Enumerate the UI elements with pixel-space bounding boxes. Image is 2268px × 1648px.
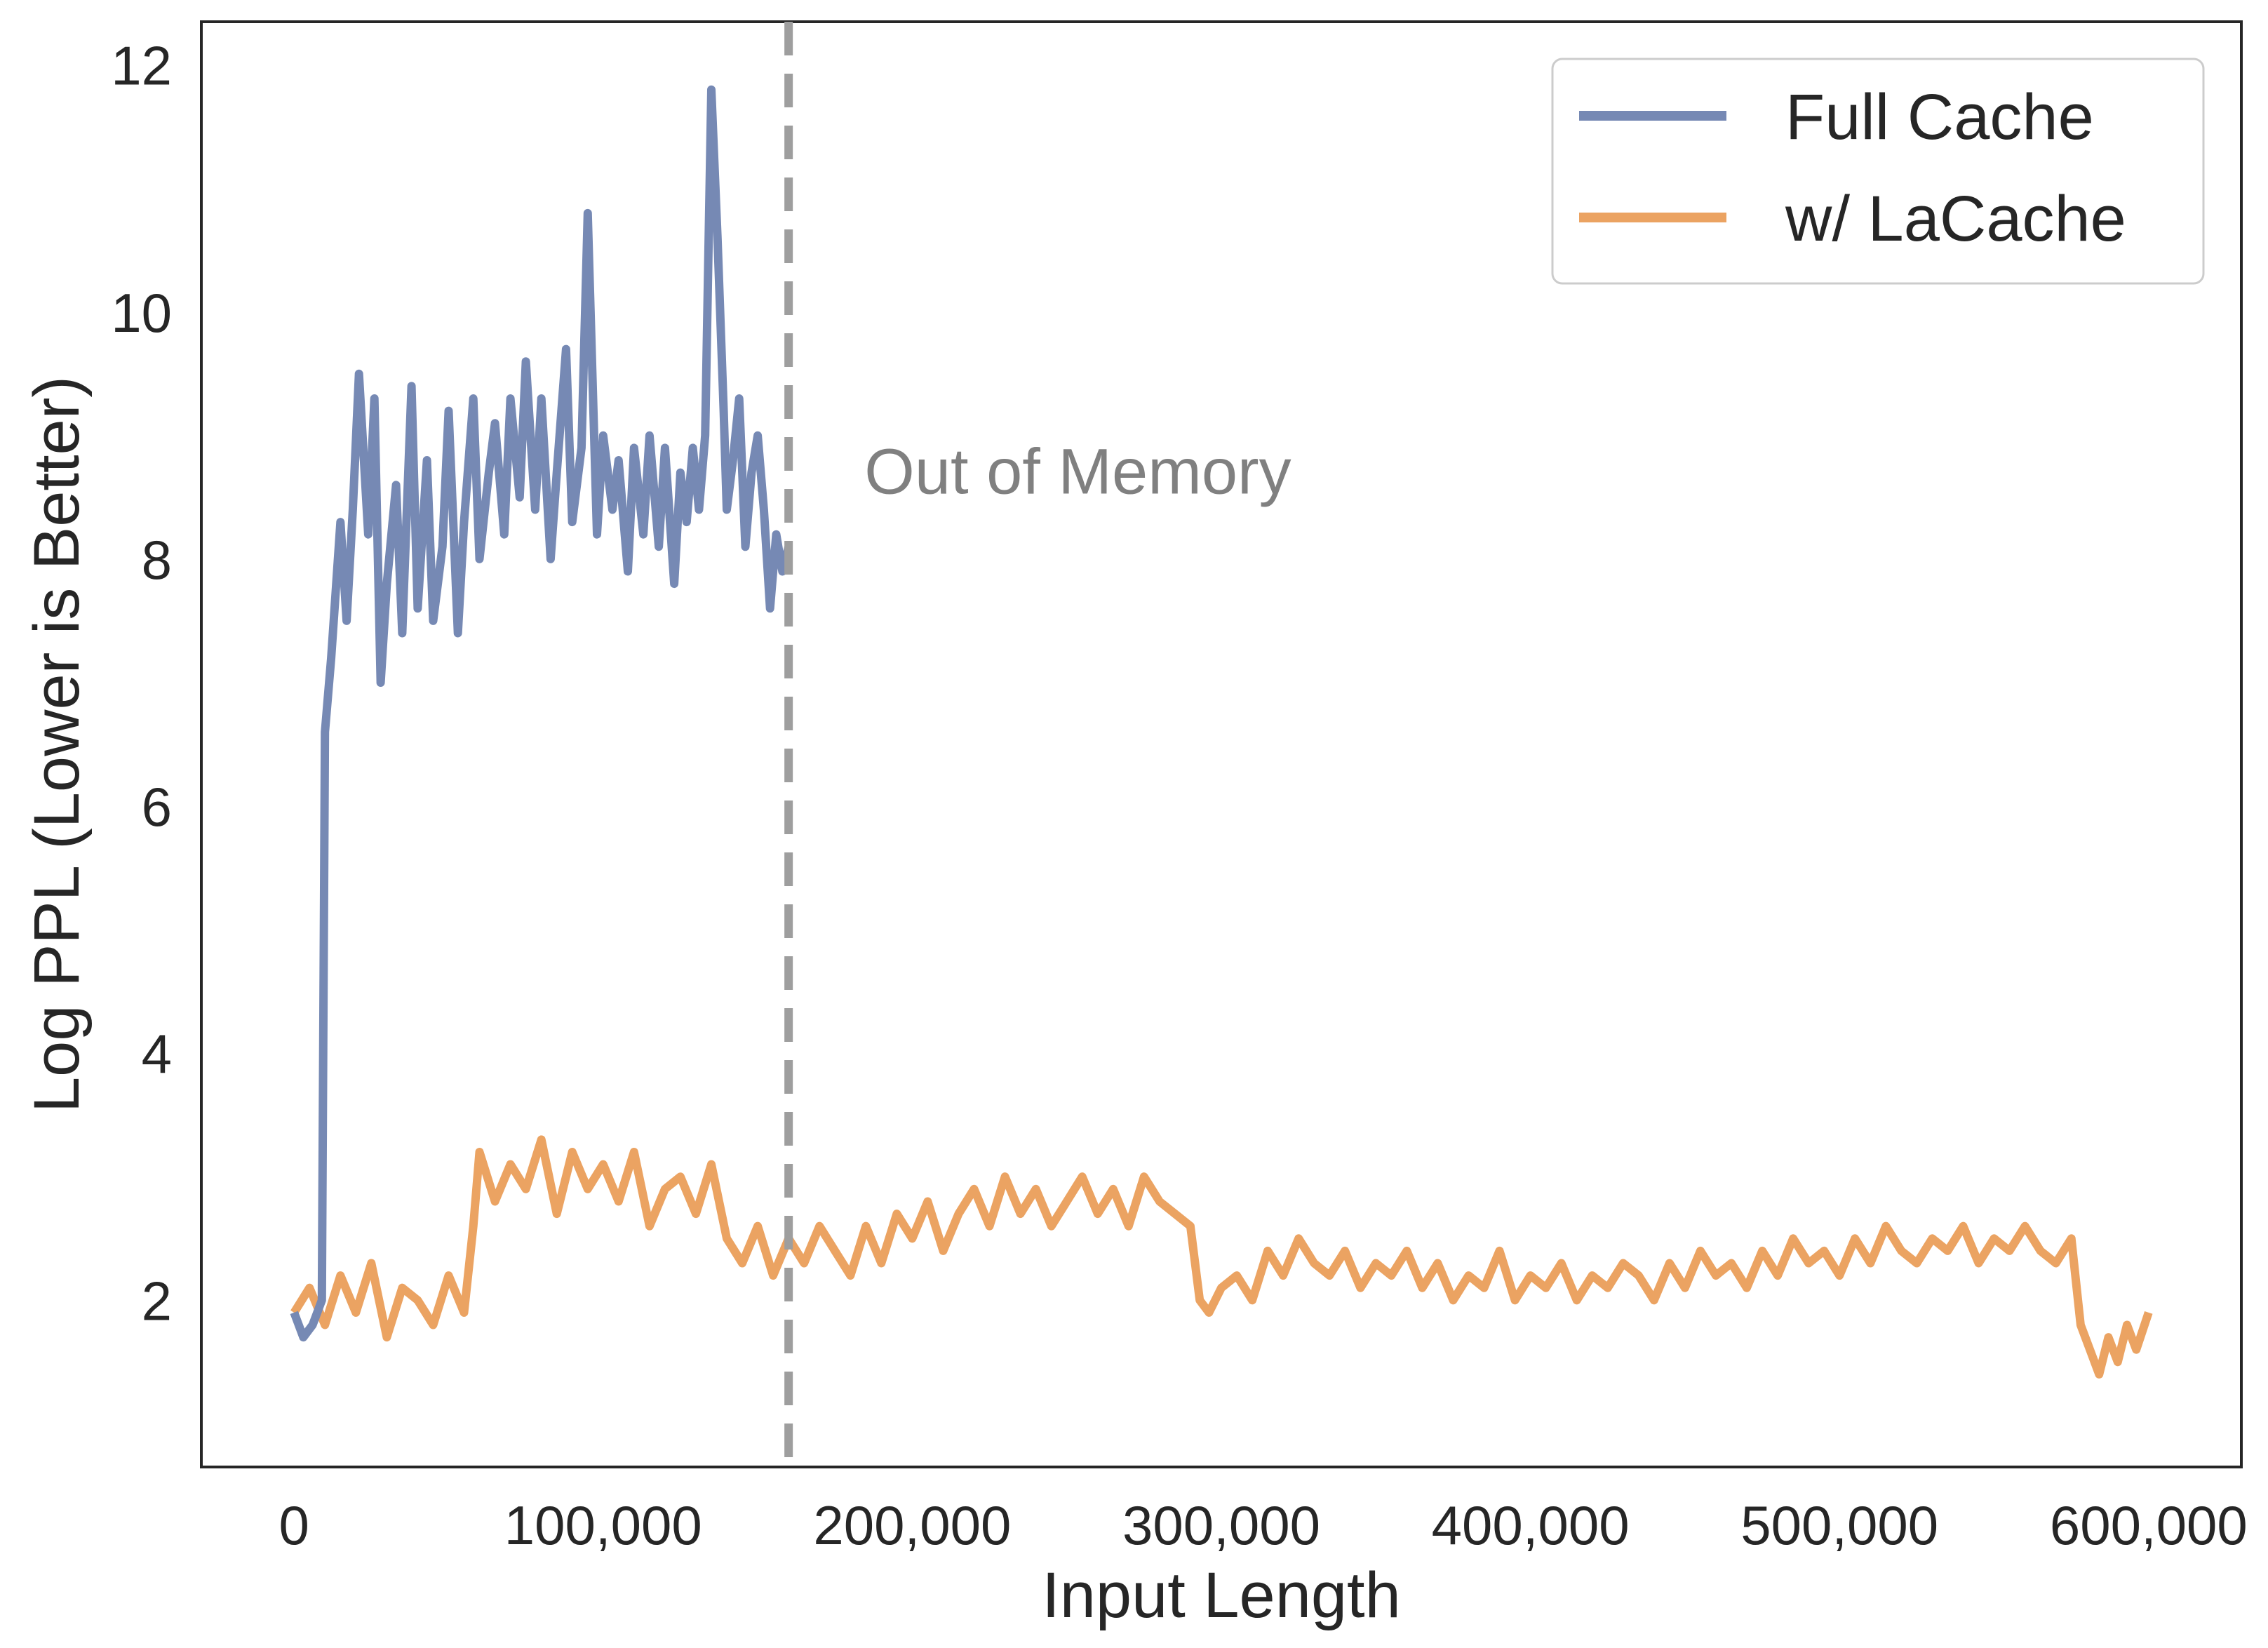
x-tick-label: 500,000 (1740, 1494, 1938, 1556)
y-tick-label: 4 (142, 1023, 172, 1085)
y-tick-label: 6 (142, 776, 172, 838)
y-axis-title: Log PPL (Lower is Better) (21, 376, 93, 1113)
x-tick-labels: 0 100,000 200,000 300,000 400,000 500,000 600,… (279, 1494, 2247, 1556)
x-tick-label: 600,000 (2050, 1494, 2248, 1556)
y-tick-label: 10 (111, 282, 172, 344)
series-line-lacache (290, 1135, 2153, 1379)
series-lines (290, 85, 2153, 1379)
x-tick-label: 400,000 (1432, 1494, 1630, 1556)
legend-label-lacache: w/ LaCache (1785, 183, 2126, 255)
x-tick-label: 100,000 (504, 1494, 702, 1556)
legend: Full Cache w/ LaCache (1551, 58, 2205, 285)
series-line-full-cache (290, 85, 793, 1342)
y-tick-label: 8 (142, 529, 172, 591)
legend-label-full-cache: Full Cache (1785, 81, 2094, 153)
x-axis-title: Input Length (1042, 1560, 1401, 1631)
x-tick-label: 300,000 (1122, 1494, 1320, 1556)
x-tick-label: 200,000 (813, 1494, 1011, 1556)
out-of-memory-annotation: Out of Memory (864, 436, 1291, 508)
y-tick-label: 2 (142, 1270, 172, 1332)
y-tick-label: 12 (111, 35, 172, 97)
y-tick-labels: 2 4 6 8 10 12 (111, 35, 172, 1332)
x-tick-label: 0 (279, 1494, 309, 1556)
